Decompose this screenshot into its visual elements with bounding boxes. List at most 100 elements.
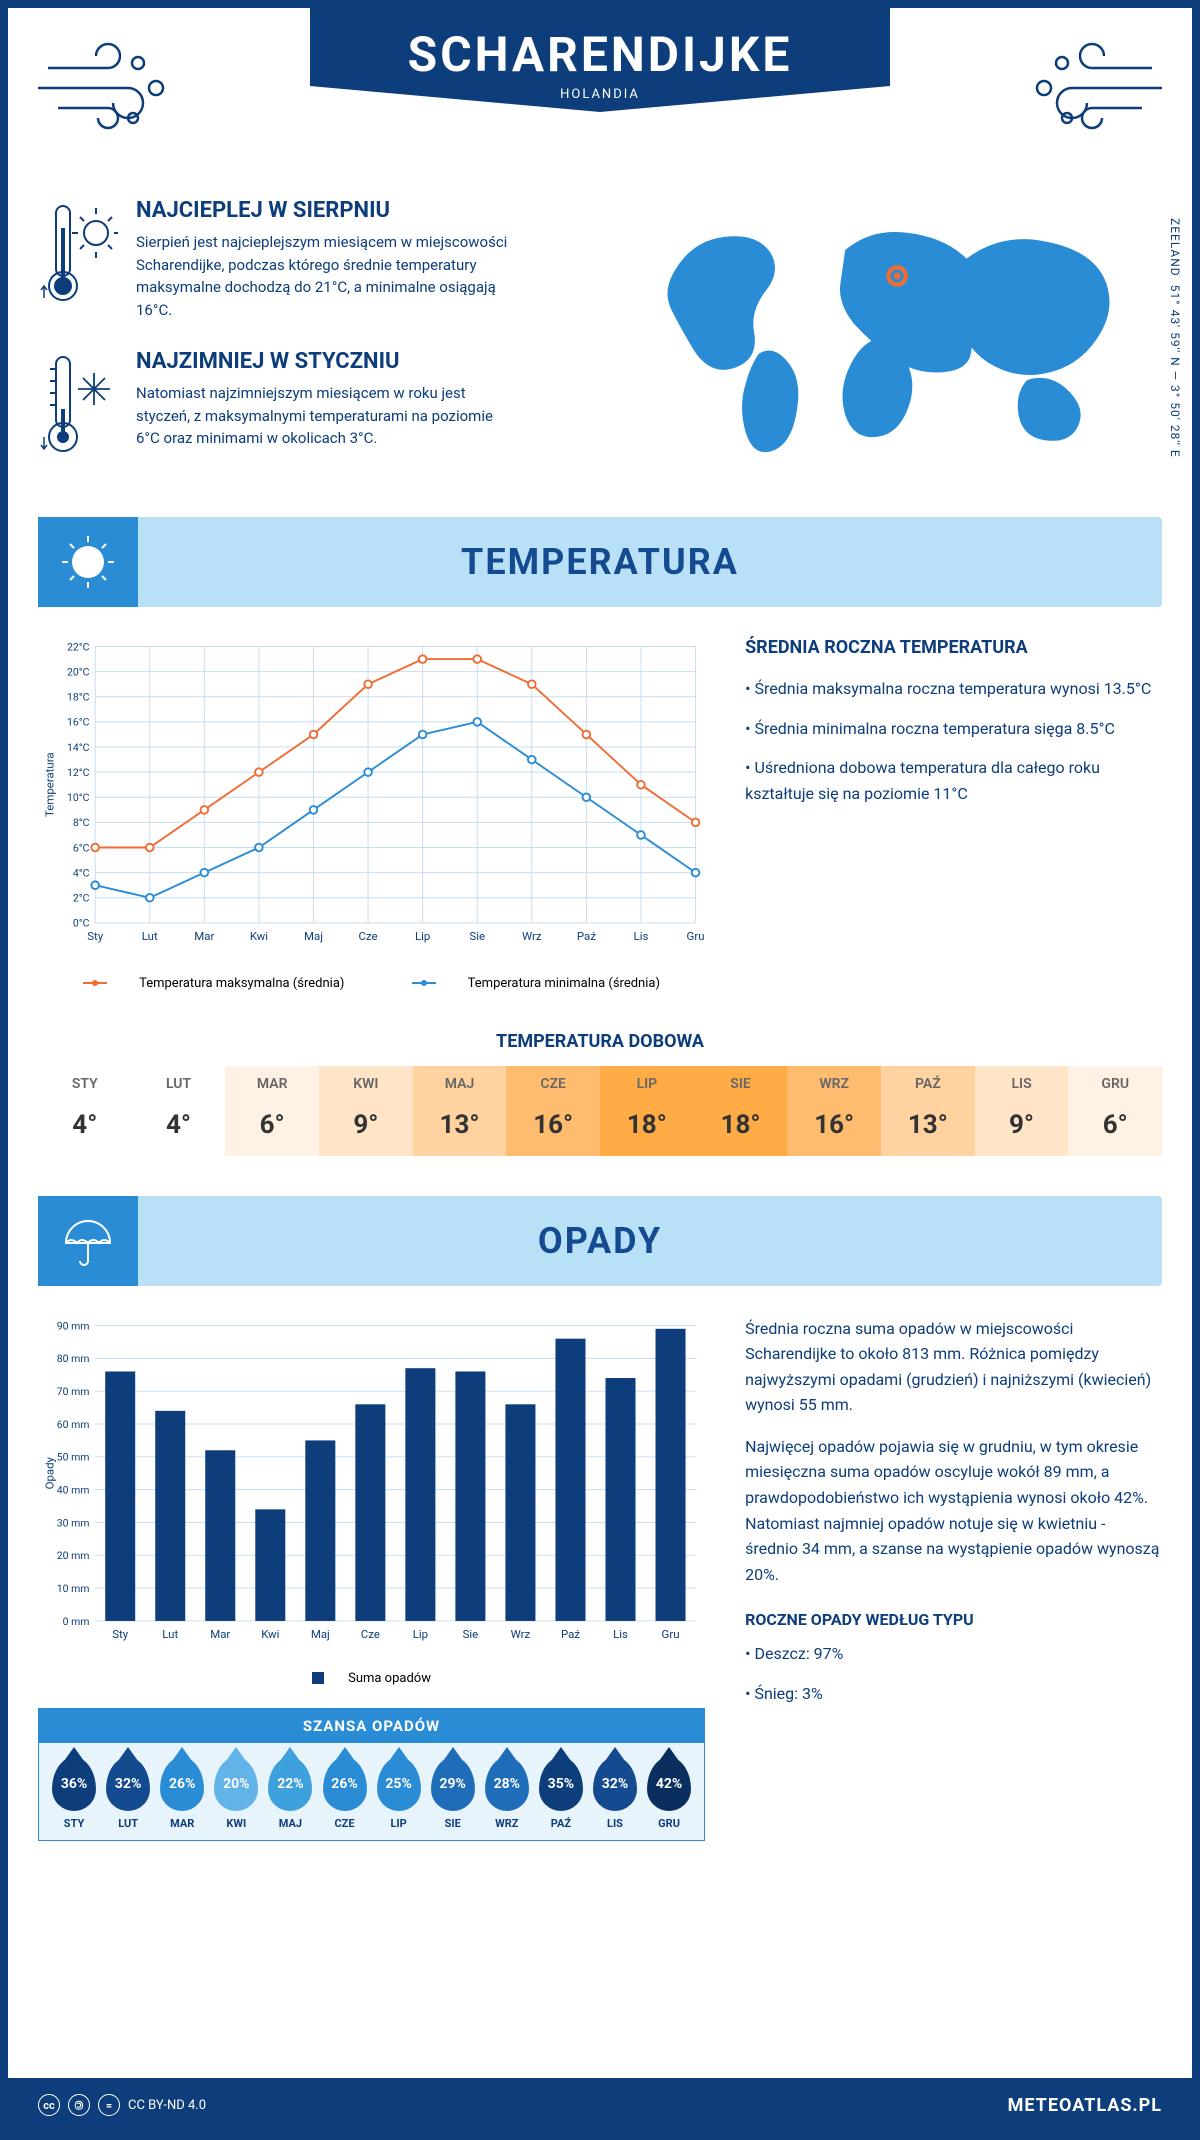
nd-icon: = [98, 2094, 120, 2116]
svg-text:20 mm: 20 mm [57, 1549, 90, 1562]
rain-type: Śnieg: 3% [745, 1681, 1162, 1707]
daily-cell: LIP18° [600, 1066, 694, 1156]
rain-chance-drop: 42%GRU [642, 1757, 696, 1830]
chance-title: SZANSA OPADÓW [39, 1709, 704, 1743]
daily-cell: SIE18° [694, 1066, 788, 1156]
svg-text:Temperatura: Temperatura [42, 752, 56, 817]
svg-text:Mar: Mar [210, 1627, 230, 1641]
svg-text:Lut: Lut [142, 929, 158, 943]
rain-p1: Średnia roczna suma opadów w miejscowośc… [745, 1316, 1162, 1418]
svg-text:18°C: 18°C [67, 691, 90, 704]
daily-cell: MAJ13° [413, 1066, 507, 1156]
temp-heading: TEMPERATURA [38, 541, 1162, 583]
svg-text:Paź: Paź [561, 1627, 580, 1641]
daily-temp-title: TEMPERATURA DOBOWA [8, 1031, 1192, 1052]
cold-text: Natomiast najzimniejszym miesiącem w rok… [136, 382, 516, 450]
cold-title: NAJZIMNIEJ W STYCZNIU [136, 349, 516, 374]
svg-text:Kwi: Kwi [261, 1627, 279, 1641]
svg-text:Lut: Lut [162, 1627, 178, 1641]
rain-chance-drop: 36%STY [47, 1757, 101, 1830]
daily-cell: CZE16° [506, 1066, 600, 1156]
svg-text:0°C: 0°C [73, 917, 90, 930]
hot-block: NAJCIEPLEJ W SIERPNIU Sierpień jest najc… [38, 198, 585, 321]
thermometer-sun-icon [38, 198, 118, 308]
temp-line-chart: 0°C2°C4°C6°C8°C10°C12°C14°C16°C18°C20°C2… [38, 637, 705, 991]
temp-bullet: Uśredniona dobowa temperatura dla całego… [745, 755, 1162, 806]
svg-text:Sie: Sie [463, 1627, 479, 1641]
daily-temp-grid: STY4°LUT4°MAR6°KWI9°MAJ13°CZE16°LIP18°SI… [38, 1066, 1162, 1156]
rain-chance-drop: 26%MAR [155, 1757, 209, 1830]
license-text: CC BY-ND 4.0 [128, 2098, 206, 2113]
svg-text:Wrz: Wrz [522, 929, 542, 943]
svg-text:22°C: 22°C [67, 640, 90, 653]
wind-icon [1022, 38, 1162, 138]
svg-text:Lis: Lis [613, 1627, 628, 1641]
svg-text:Wrz: Wrz [511, 1627, 531, 1641]
daily-cell: LUT4° [132, 1066, 226, 1156]
svg-text:10°C: 10°C [67, 791, 90, 804]
temp-bullet: Średnia maksymalna roczna temperatura wy… [745, 676, 1162, 702]
svg-text:Gru: Gru [687, 929, 705, 943]
svg-text:Kwi: Kwi [250, 929, 268, 943]
rain-bar-chart: 0 mm10 mm20 mm30 mm40 mm50 mm60 mm70 mm8… [38, 1316, 705, 1872]
avg-temp-title: ŚREDNIA ROCZNA TEMPERATURA [745, 637, 1162, 658]
country: HOLANDIA [310, 87, 890, 102]
svg-text:Maj: Maj [311, 1627, 330, 1641]
brand: METEOATLAS.PL [1008, 2095, 1162, 2116]
svg-text:8°C: 8°C [73, 816, 90, 829]
svg-text:Cze: Cze [361, 1627, 380, 1641]
svg-text:Paź: Paź [577, 929, 596, 943]
city-title: SCHARENDIJKE [310, 26, 890, 83]
svg-text:60 mm: 60 mm [57, 1417, 90, 1430]
sun-icon [38, 517, 138, 607]
rain-chance-drop: 22%MAJ [263, 1757, 317, 1830]
cold-block: NAJZIMNIEJ W STYCZNIU Natomiast najzimni… [38, 349, 585, 459]
rain-chance-drop: 20%KWI [209, 1757, 263, 1830]
svg-text:14°C: 14°C [67, 741, 90, 754]
daily-cell: LIS9° [975, 1066, 1069, 1156]
svg-text:70 mm: 70 mm [57, 1384, 90, 1397]
title-ribbon: SCHARENDIJKE HOLANDIA [310, 8, 890, 112]
thermometer-snow-icon [38, 349, 118, 459]
daily-cell: KWI9° [319, 1066, 413, 1156]
svg-text:16°C: 16°C [67, 716, 90, 729]
rain-chance-drop: 25%LIP [372, 1757, 426, 1830]
svg-text:20°C: 20°C [67, 665, 90, 678]
svg-text:Lis: Lis [634, 929, 649, 943]
wind-icon [38, 38, 178, 138]
footer: cc 🄯 = CC BY-ND 4.0 METEOATLAS.PL [8, 2078, 1192, 2132]
svg-text:Maj: Maj [304, 929, 323, 943]
svg-text:Gru: Gru [662, 1627, 680, 1641]
daily-cell: WRZ16° [787, 1066, 881, 1156]
temp-side-info: ŚREDNIA ROCZNA TEMPERATURA Średnia maksy… [745, 637, 1162, 991]
rain-chance-drop: 35%PAŹ [534, 1757, 588, 1830]
umbrella-icon [38, 1196, 138, 1286]
svg-text:40 mm: 40 mm [57, 1483, 90, 1496]
svg-text:90 mm: 90 mm [57, 1319, 90, 1332]
temp-bullet: Średnia minimalna roczna temperatura się… [745, 716, 1162, 742]
svg-text:Cze: Cze [359, 929, 378, 943]
rain-banner: OPADY [38, 1196, 1162, 1286]
rain-chance-drop: 26%CZE [317, 1757, 371, 1830]
svg-text:Sty: Sty [112, 1627, 129, 1641]
hot-title: NAJCIEPLEJ W SIERPNIU [136, 198, 516, 223]
svg-text:80 mm: 80 mm [57, 1352, 90, 1365]
rain-side-info: Średnia roczna suma opadów w miejscowośc… [745, 1316, 1162, 1872]
intro-section: NAJCIEPLEJ W SIERPNIU Sierpień jest najc… [8, 188, 1192, 517]
svg-text:10 mm: 10 mm [57, 1581, 90, 1594]
daily-cell: STY4° [38, 1066, 132, 1156]
rain-chance-drop: 32%LIS [588, 1757, 642, 1830]
hot-text: Sierpień jest najcieplejszym miesiącem w… [136, 231, 516, 321]
daily-cell: MAR6° [225, 1066, 319, 1156]
cc-icon: cc [38, 2094, 60, 2116]
svg-text:Sty: Sty [87, 929, 104, 943]
rain-chance-box: SZANSA OPADÓW 36%STY32%LUT26%MAR20%KWI22… [38, 1708, 705, 1841]
svg-text:12°C: 12°C [67, 766, 90, 779]
svg-text:2°C: 2°C [73, 892, 90, 905]
temp-banner: TEMPERATURA [38, 517, 1162, 607]
svg-text:30 mm: 30 mm [57, 1516, 90, 1529]
rain-p2: Najwięcej opadów pojawia się w grudniu, … [745, 1434, 1162, 1588]
world-map-icon [615, 198, 1162, 458]
rain-chance-drop: 32%LUT [101, 1757, 155, 1830]
header: SCHARENDIJKE HOLANDIA [8, 8, 1192, 188]
